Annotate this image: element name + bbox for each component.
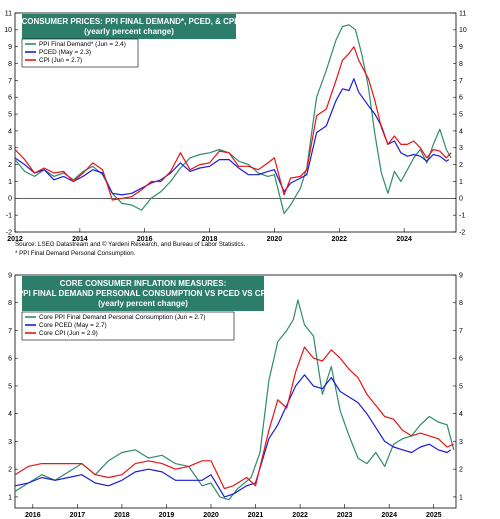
x-tick-label: 2018 [114,512,130,519]
x-tick-label: 2025 [426,512,442,519]
y-tick-label-left: 1 [8,179,12,186]
chart-subtitle: (yearly percent change) [84,27,174,36]
x-tick-label: 2021 [248,512,264,519]
y-tick-label-left: 1 [8,494,12,501]
y-tick-label-left: 2 [8,162,12,169]
series-line-ppi [14,299,455,501]
legend-box [21,311,235,341]
y-tick-label-right: 9 [459,272,463,279]
legend-box [21,38,139,68]
x-tick-label: 2020 [267,236,283,243]
chart-subtitle: (yearly percent change) [98,299,188,308]
y-tick-label-right: 6 [459,356,463,363]
chart-core-inflation: 1 1 2 2 3 3 4 4 5 5 6 6 7 7 8 8 9 9 2016 2017 2018 2019 2020 20… [8,272,463,519]
y-tick-label-left: -2 [6,229,12,236]
x-tick-label: 2022 [292,512,308,519]
x-tick-label: 2024 [396,236,412,243]
y-tick-label-left: 5 [8,383,12,390]
legend-label-pced: Core PCED (May = 2.7) [39,322,107,329]
legend-label-cpi: Core CPI (Jun = 2.9) [39,330,98,337]
chart-title-line2: PPI FINAL DEMAND PERSONAL CONSUMPTION VS… [18,289,268,298]
y-tick-label-right: 2 [459,467,463,474]
y-tick-label-left: 7 [8,328,12,335]
y-tick-label-right: 4 [459,411,463,418]
legend-label-ppi: Core PPI Final Demand Personal Consumpti… [39,314,205,321]
y-tick-label-right: 3 [459,145,463,152]
y-tick-label-left: 9 [8,44,12,51]
y-tick-label-left: 2 [8,467,12,474]
series-line-cpi [14,346,455,490]
y-tick-label-right: 5 [459,383,463,390]
y-tick-label-right: 1 [459,494,463,501]
title-box [22,14,236,39]
legend-label-cpi: CPI (Jun = 2.7) [39,57,82,64]
series-line-pced [14,78,450,196]
y-tick-label-right: 8 [459,300,463,307]
y-tick-label-right: 10 [459,27,467,34]
y-tick-label-right: 2 [459,162,463,169]
x-tick-label: 2023 [337,512,353,519]
asterisk-note: * PPI Final Demand Personal Consumption. [15,250,136,257]
y-tick-label-left: 8 [8,61,12,68]
title-box [22,276,264,311]
y-tick-label-right: 7 [459,328,463,335]
y-tick-label-left: 3 [8,145,12,152]
y-tick-label-left: 4 [8,128,12,135]
y-tick-label-right: 3 [459,439,463,446]
legend-label-pced: PCED (May = 2.3) [39,49,91,56]
x-tick-label: 2014 [72,236,88,243]
plot-frame [14,12,457,233]
y-tick-label-right: 0 [459,196,463,203]
source-note: Source: LSEG Datastream and © Yardeni Re… [15,241,246,248]
y-tick-label-left: 0 [8,196,12,203]
y-tick-label-right: 6 [459,95,463,102]
y-tick-label-left: 9 [8,272,12,279]
chart-title: CONSUMER PRICES: PPI FINAL DEMAND*, PCED… [22,17,237,26]
legend-label-ppi: PPI Final Demand* (Jun = 2.4) [39,41,126,48]
y-tick-label-left: 11 [5,10,12,17]
x-tick-label: 2017 [70,512,86,519]
y-tick-label-right: -2 [459,229,465,236]
chart-title: CORE CONSUMER INFLATION MEASURES: [60,279,227,288]
y-tick-label-left: 3 [8,439,12,446]
y-tick-label-right: 9 [459,44,463,51]
y-tick-label-right: 4 [459,128,463,135]
x-tick-label: 2016 [137,236,153,243]
plot-frame [14,274,457,509]
y-tick-label-left: 4 [8,411,12,418]
y-tick-label-left: -1 [6,213,12,220]
x-tick-label: 2020 [203,512,219,519]
x-tick-label: 2016 [25,512,41,519]
y-tick-label-left: 8 [8,300,12,307]
x-tick-label: 2022 [331,236,347,243]
series-line-cpi [14,46,452,201]
y-tick-label-left: 7 [8,78,12,85]
y-tick-label-right: 5 [459,111,463,118]
y-tick-label-left: 5 [8,111,12,118]
y-tick-label-right: -1 [459,213,465,220]
x-tick-label: 2018 [202,236,218,243]
y-tick-label-right: 11 [459,10,466,17]
y-tick-label-left: 10 [4,27,12,34]
x-tick-label: 2012 [7,236,23,243]
y-tick-label-left: 6 [8,356,12,363]
series-line-pced [14,374,452,498]
x-tick-label: 2024 [381,512,397,519]
y-tick-label-right: 7 [459,78,463,85]
y-tick-label-right: 8 [459,61,463,68]
y-tick-label-right: 1 [459,179,463,186]
y-tick-label-left: 6 [8,95,12,102]
x-tick-label: 2019 [159,512,175,519]
